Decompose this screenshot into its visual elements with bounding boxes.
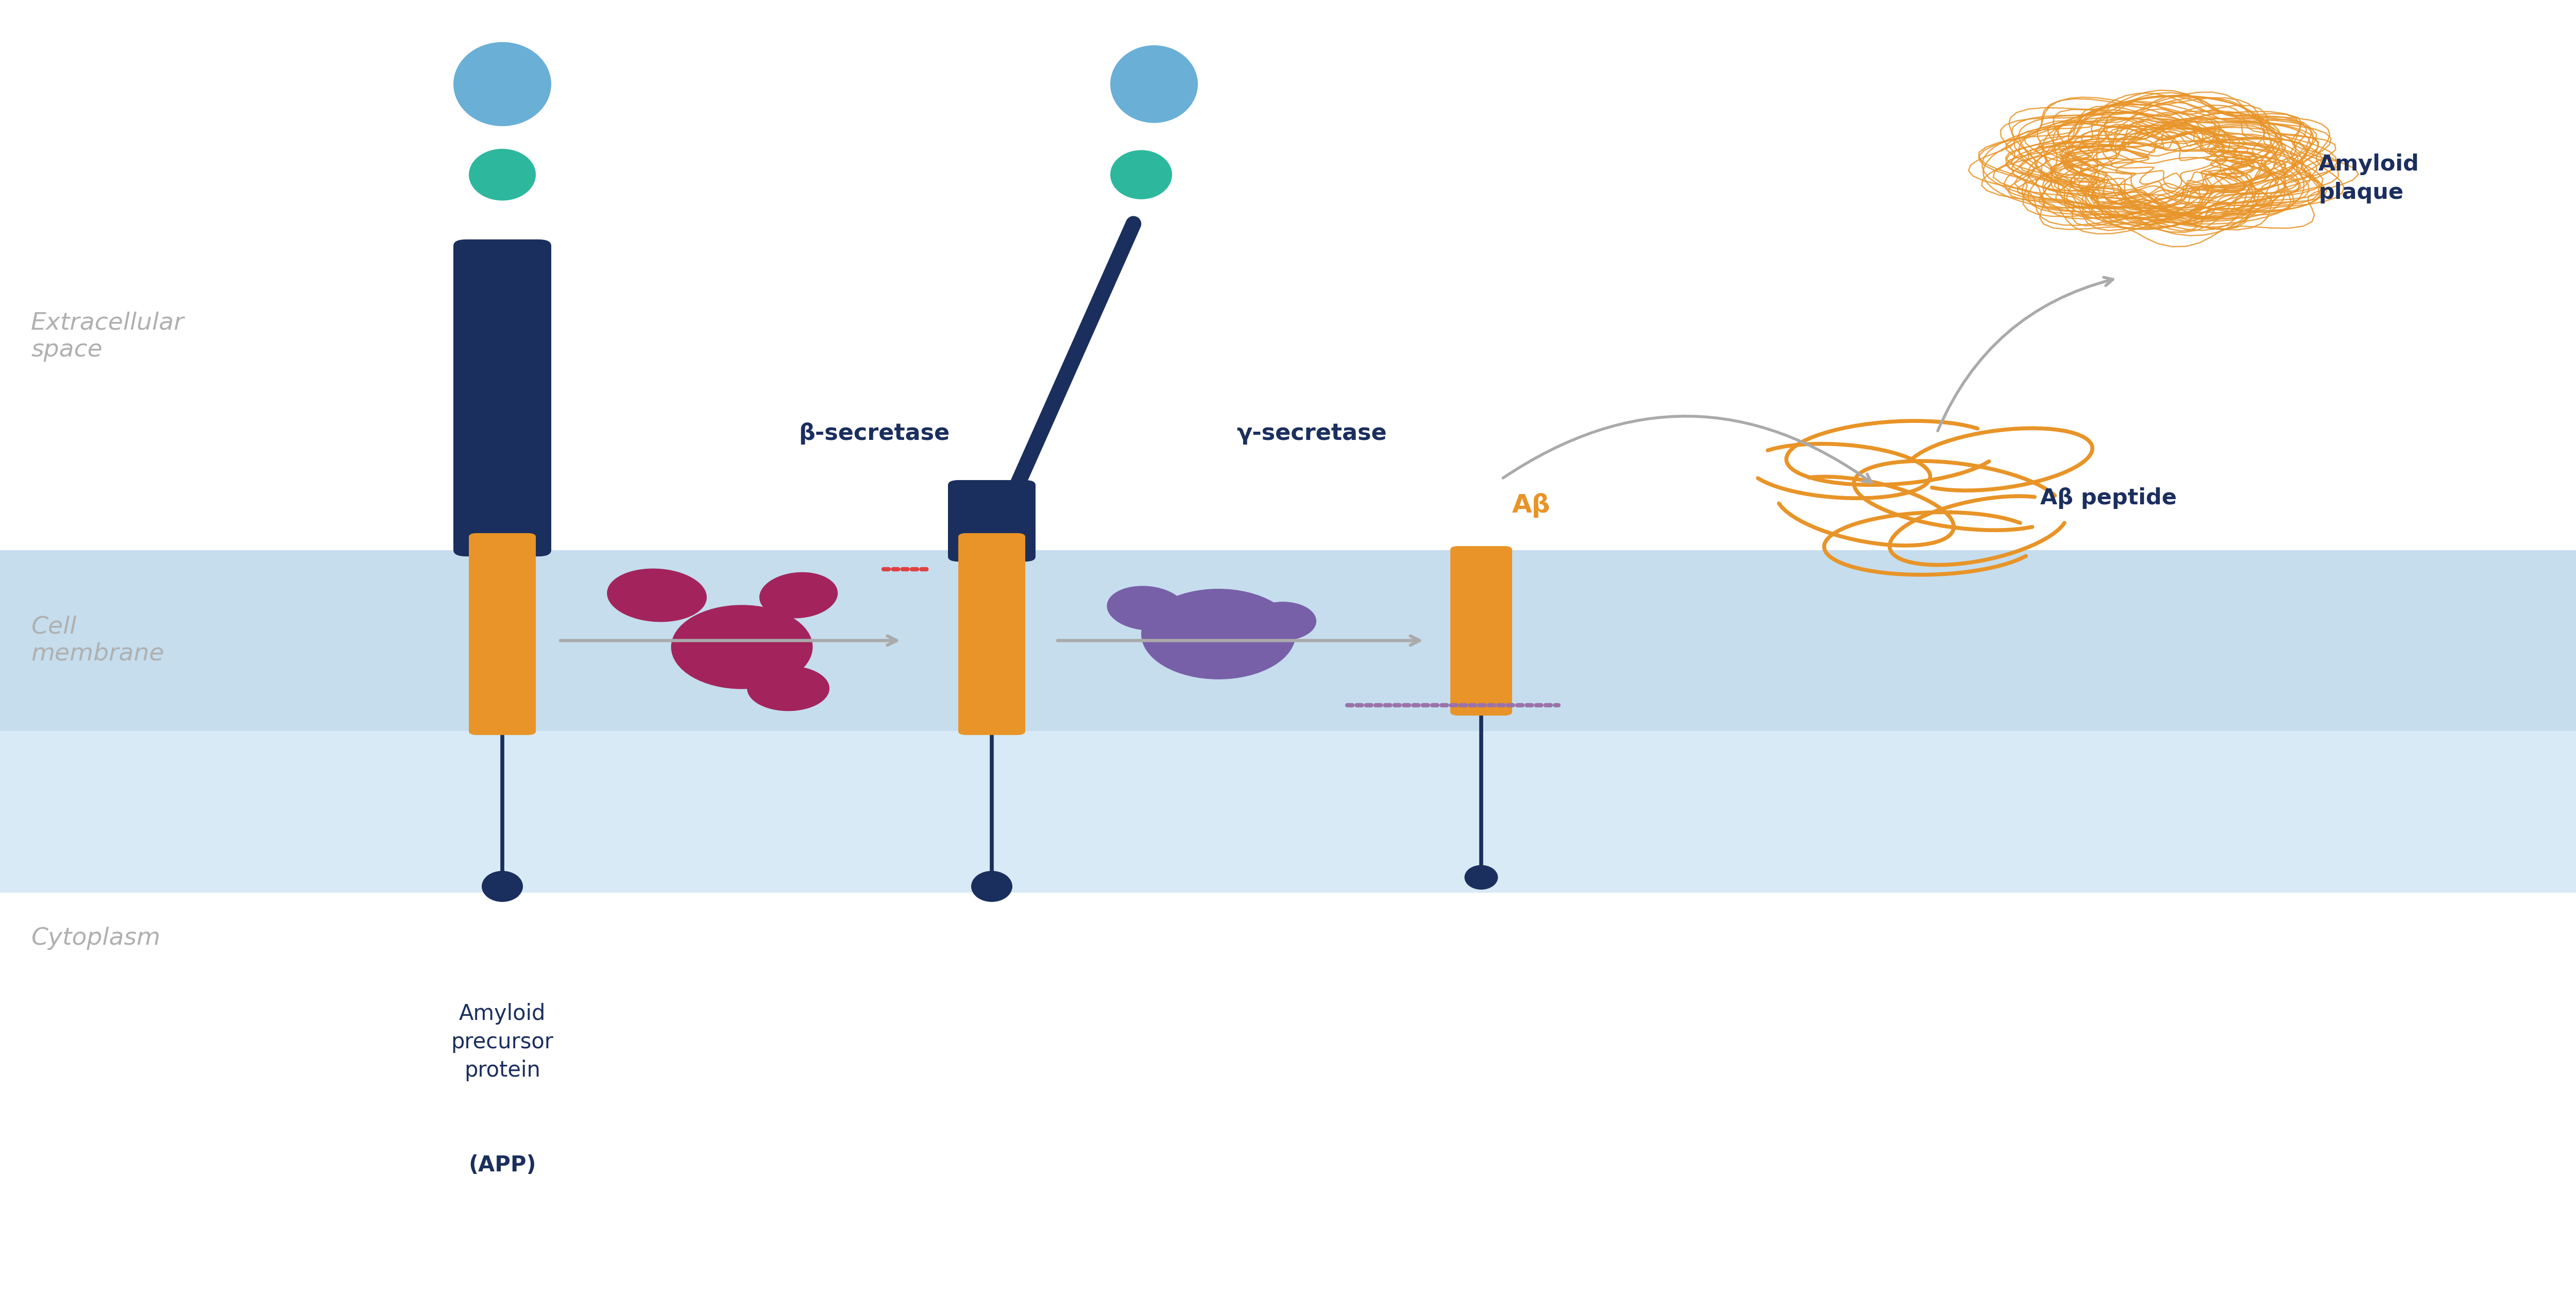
FancyBboxPatch shape bbox=[948, 480, 1036, 562]
Ellipse shape bbox=[482, 871, 523, 902]
Ellipse shape bbox=[469, 149, 536, 201]
Text: Amyloid
precursor
protein: Amyloid precursor protein bbox=[451, 1003, 554, 1082]
Bar bbox=[0, 550, 2576, 731]
Ellipse shape bbox=[1463, 864, 1499, 890]
Text: Aβ peptide: Aβ peptide bbox=[2040, 488, 2177, 509]
Text: β-secretase: β-secretase bbox=[799, 422, 951, 445]
Ellipse shape bbox=[1141, 589, 1296, 679]
Text: (APP): (APP) bbox=[469, 1154, 536, 1176]
Text: Amyloid
plaque: Amyloid plaque bbox=[2318, 154, 2419, 203]
Text: Aβ: Aβ bbox=[1512, 493, 1551, 518]
Text: Cytoplasm: Cytoplasm bbox=[31, 927, 160, 950]
Text: Cell
membrane: Cell membrane bbox=[31, 616, 165, 665]
Ellipse shape bbox=[453, 41, 551, 126]
Ellipse shape bbox=[670, 604, 814, 690]
Ellipse shape bbox=[1110, 150, 1172, 199]
Ellipse shape bbox=[760, 572, 837, 619]
FancyBboxPatch shape bbox=[958, 533, 1025, 735]
FancyBboxPatch shape bbox=[1450, 546, 1512, 716]
Ellipse shape bbox=[1110, 45, 1198, 123]
FancyBboxPatch shape bbox=[469, 533, 536, 735]
Text: γ-secretase: γ-secretase bbox=[1236, 422, 1386, 445]
FancyBboxPatch shape bbox=[453, 239, 551, 556]
Bar bbox=[0, 731, 2576, 893]
Ellipse shape bbox=[747, 665, 829, 712]
Ellipse shape bbox=[608, 568, 706, 622]
Ellipse shape bbox=[1108, 586, 1185, 630]
Text: Extracellular
space: Extracellular space bbox=[31, 312, 185, 361]
Ellipse shape bbox=[971, 871, 1012, 902]
Ellipse shape bbox=[1249, 602, 1316, 641]
